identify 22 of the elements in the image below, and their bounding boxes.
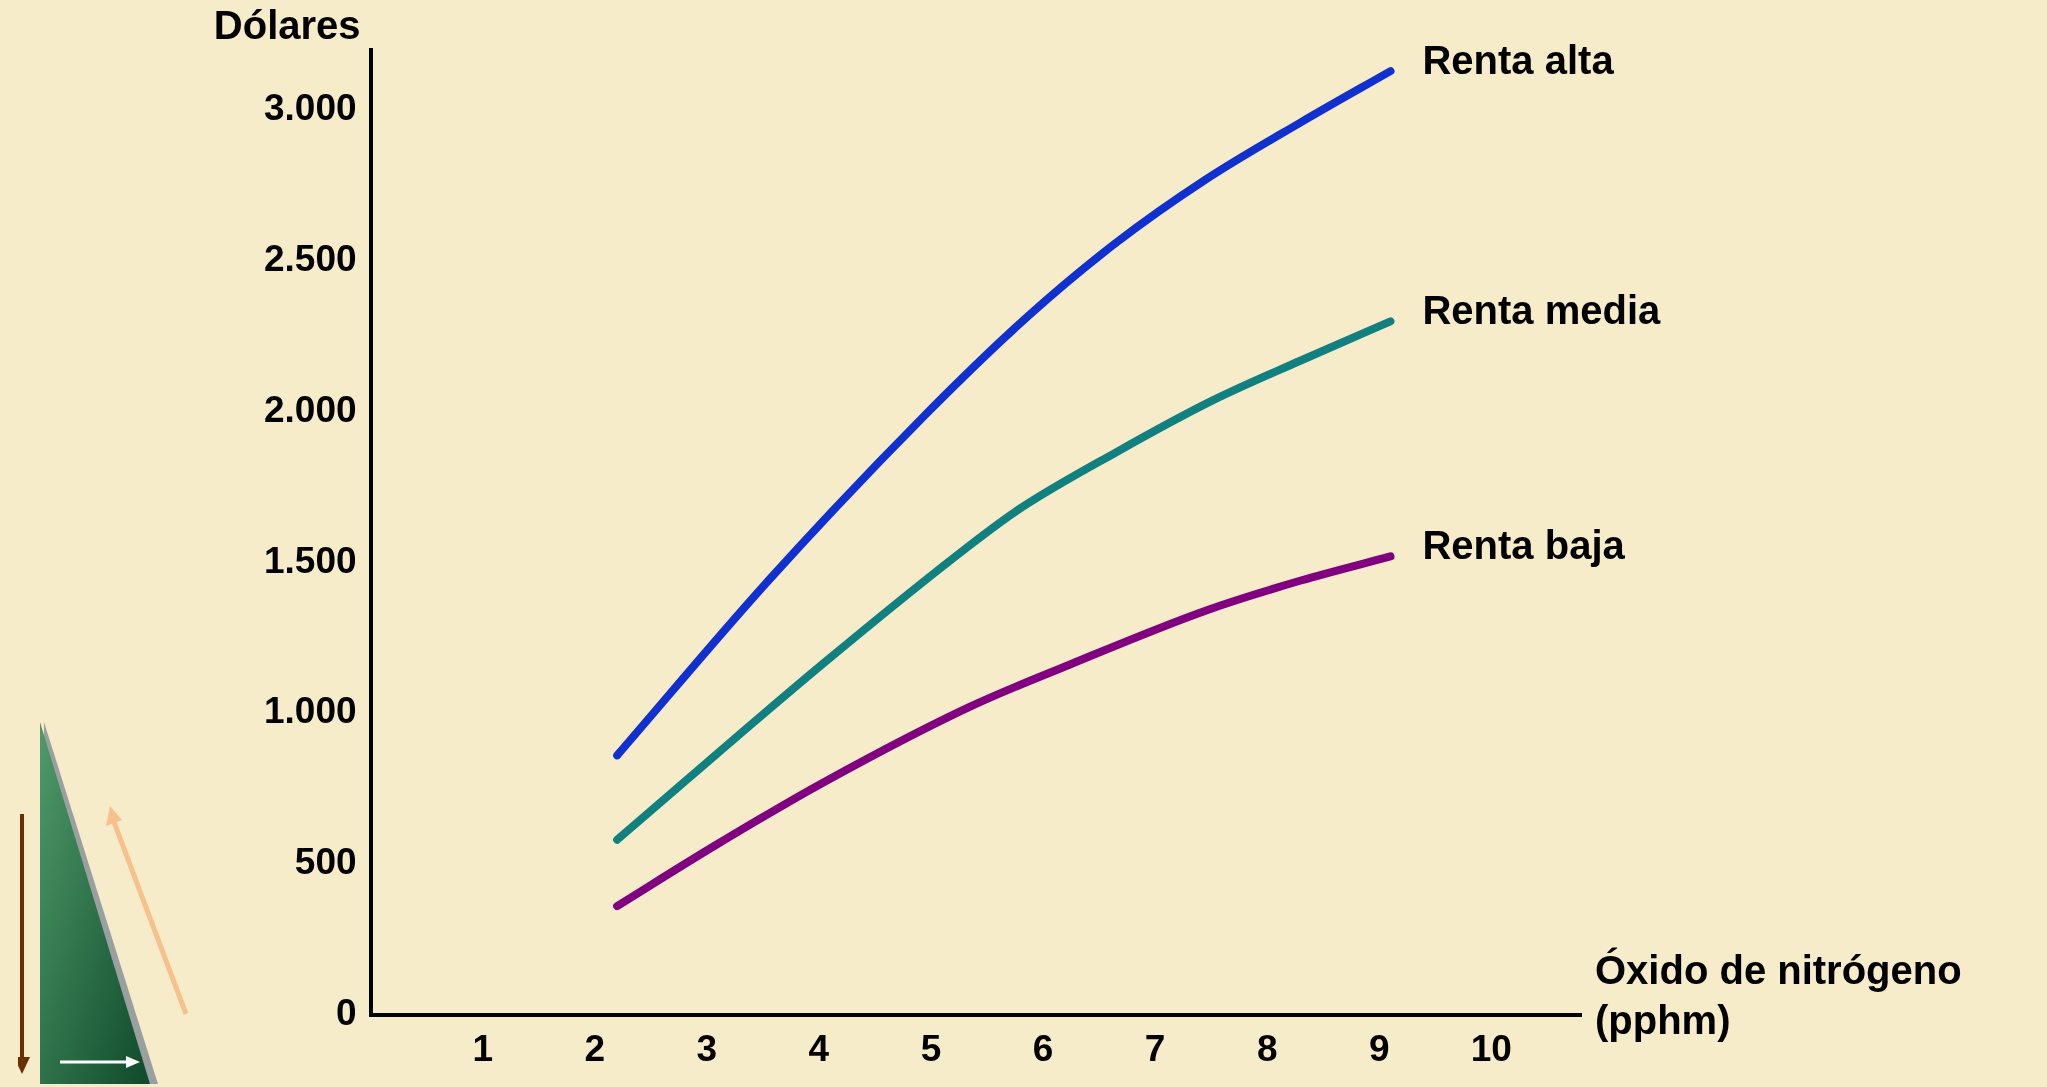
y-tick-label: 500 (294, 841, 357, 883)
x-tick-label: 10 (1470, 1028, 1512, 1069)
x-tick-label: 4 (808, 1028, 830, 1069)
y-tick-label: 1.500 (264, 539, 357, 581)
y-tick-label: 3.000 (264, 87, 357, 129)
y-axis-title: Dólares (213, 3, 361, 48)
x-tick-label: 7 (1144, 1028, 1166, 1069)
x-axis-title: Óxido de nitrógeno (pphm) (1595, 946, 1962, 1042)
x-tick-label: 9 (1368, 1028, 1390, 1069)
series-label: Renta media (1422, 288, 1662, 333)
x-tick-label: 6 (1032, 1028, 1054, 1069)
x-tick-label: 1 (472, 1028, 493, 1069)
x-tick-label: 8 (1256, 1028, 1278, 1069)
y-tick-label: 2.500 (264, 238, 357, 280)
series-label: Renta baja (1422, 523, 1626, 568)
x-tick-label: 3 (696, 1028, 718, 1069)
y-tick-label: 0 (336, 991, 357, 1033)
x-tick-label: 2 (584, 1028, 606, 1069)
x-tick-label: 5 (920, 1028, 942, 1069)
y-tick-label: 1.000 (264, 690, 357, 732)
y-tick-label: 2.000 (264, 388, 357, 430)
series-label: Renta alta (1422, 38, 1615, 83)
